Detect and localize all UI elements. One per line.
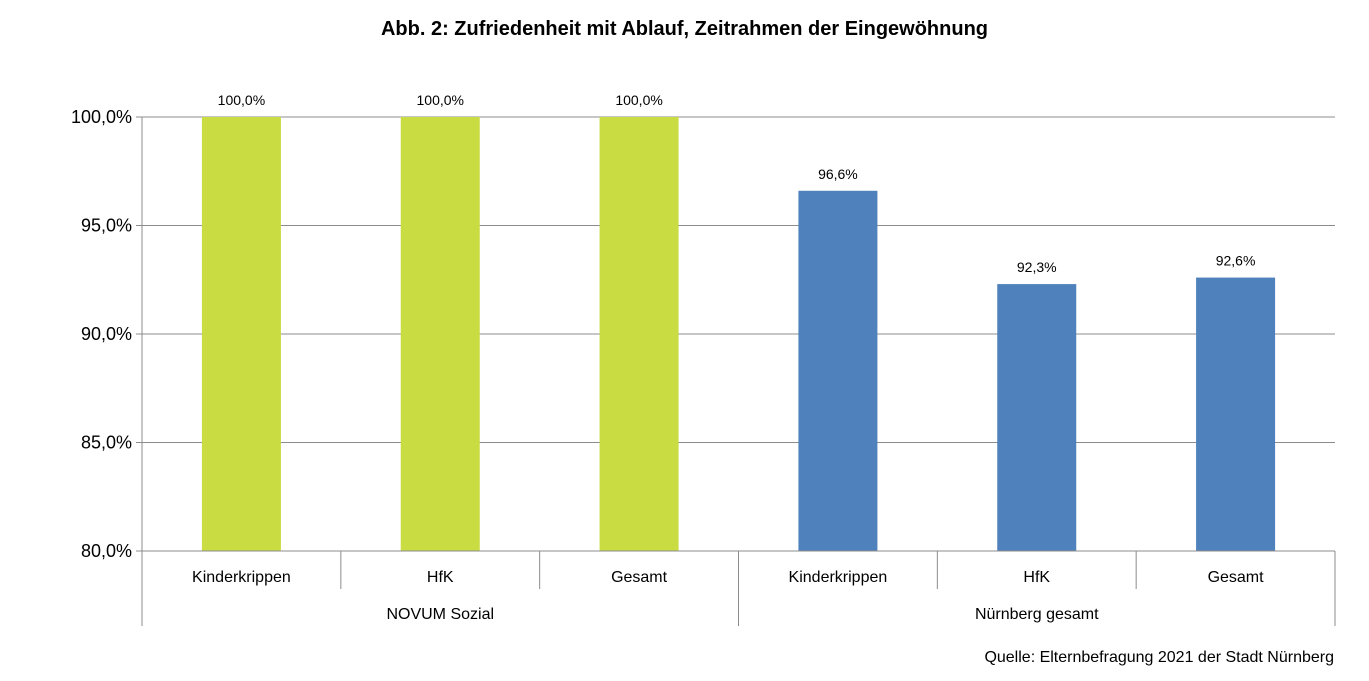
x-group-label: NOVUM Sozial <box>386 606 494 623</box>
x-group-label: Nürnberg gesamt <box>975 606 1099 623</box>
y-tick-label: 90,0% <box>81 324 132 344</box>
data-label: 100,0% <box>417 92 464 108</box>
bars <box>201 117 1276 551</box>
data-label: 92,6% <box>1216 253 1256 269</box>
bar <box>798 190 878 551</box>
x-tick-label: Gesamt <box>1208 569 1265 586</box>
chart-title: Abb. 2: Zufriedenheit mit Ablauf, Zeitra… <box>380 18 989 40</box>
y-axis: 80,0% 85,0% 90,0% 95,0% 100,0% <box>71 107 143 561</box>
bar <box>1196 277 1276 551</box>
source-note: Quelle: Elternbefragung 2021 der Stadt N… <box>984 649 1334 666</box>
data-label: 92,3% <box>1017 259 1057 275</box>
x-axis: Kinderkrippen HfK Gesamt Kinderkrippen HfK Ge… <box>141 550 1336 626</box>
x-tick-label: HfK <box>427 569 454 586</box>
gridlines <box>142 116 1335 552</box>
x-tick-label: Gesamt <box>611 569 668 586</box>
x-tick-label: Kinderkrippen <box>192 569 291 586</box>
bar <box>400 117 480 551</box>
y-tick-label: 95,0% <box>81 216 132 236</box>
bar <box>201 117 281 551</box>
data-labels: 100,0% 100,0% 100,0% 96,6% 92,3% 92,6% <box>218 92 1256 275</box>
x-tick-label: Kinderkrippen <box>789 569 888 586</box>
bar <box>599 117 679 551</box>
data-label: 100,0% <box>615 92 662 108</box>
y-tick-label: 85,0% <box>81 433 132 453</box>
bar <box>997 284 1077 551</box>
x-tick-label: HfK <box>1023 569 1050 586</box>
y-tick-label: 80,0% <box>81 541 132 561</box>
data-label: 100,0% <box>218 92 265 108</box>
data-label: 96,6% <box>818 166 858 182</box>
y-tick-label: 100,0% <box>71 107 132 127</box>
